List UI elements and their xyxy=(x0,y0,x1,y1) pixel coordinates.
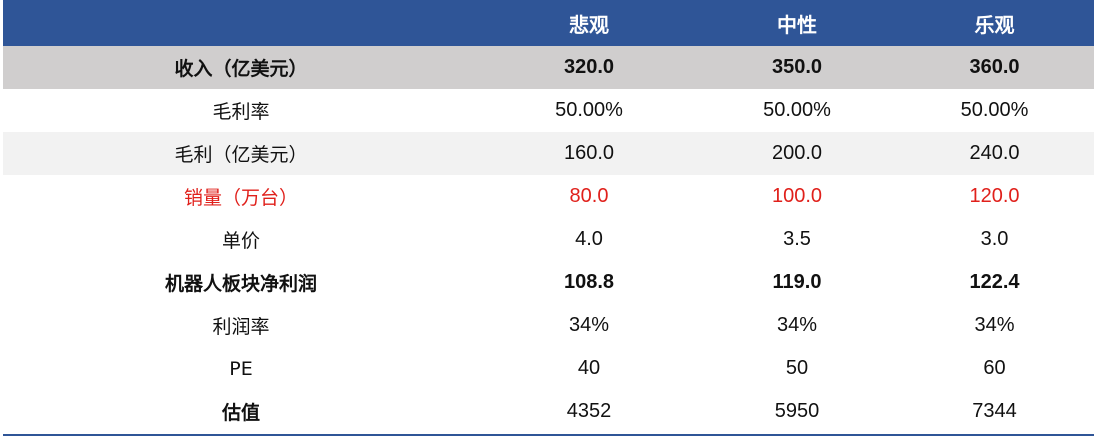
cell-optimistic: 360.0 xyxy=(969,56,1020,78)
cell-pessimistic: 4352 xyxy=(566,400,612,422)
row-label: 机器人板块净利润 xyxy=(164,273,317,295)
cell-optimistic: 240.0 xyxy=(969,142,1020,164)
row-label: 利润率 xyxy=(212,316,270,338)
row-pe: PE 40 50 60 xyxy=(3,347,1094,390)
row-valuation: 估值 4352 5950 7344 xyxy=(3,390,1094,433)
cell-optimistic: 120.0 xyxy=(969,185,1020,207)
header-pessimistic: 悲观 xyxy=(569,12,609,37)
cell-pessimistic: 108.8 xyxy=(563,271,615,293)
cell-neutral: 200.0 xyxy=(771,142,823,164)
cell-optimistic: 3.0 xyxy=(980,228,1009,250)
row-label: 估值 xyxy=(221,402,260,424)
cell-neutral: 50 xyxy=(785,357,809,379)
cell-pessimistic: 50.00% xyxy=(555,99,623,121)
cell-neutral: 350.0 xyxy=(771,56,823,78)
row-gross-margin: 毛利率 50.00% 50.00% 50.00% xyxy=(3,89,1094,132)
cell-pessimistic: 34% xyxy=(568,314,610,336)
cell-neutral: 119.0 xyxy=(772,271,822,293)
header-label-column xyxy=(3,0,479,46)
valuation-table-container: 悲观 中性 乐观 收入（亿美元） 320.0 350.0 360.0 毛利率 5… xyxy=(3,0,1094,439)
cell-optimistic: 50.00% xyxy=(960,99,1029,121)
header-neutral: 中性 xyxy=(777,12,817,37)
cell-pessimistic: 4.0 xyxy=(575,228,603,250)
cell-neutral: 34% xyxy=(776,314,818,336)
cell-optimistic: 7344 xyxy=(972,400,1017,422)
valuation-table: 悲观 中性 乐观 收入（亿美元） 320.0 350.0 360.0 毛利率 5… xyxy=(3,0,1094,433)
cell-neutral: 50.00% xyxy=(763,99,831,121)
row-label: 毛利（亿美元） xyxy=(174,144,308,166)
cell-pessimistic: 160.0 xyxy=(563,142,615,164)
row-profit-margin: 利润率 34% 34% 34% xyxy=(3,304,1094,347)
cell-neutral: 5950 xyxy=(774,400,820,422)
row-label: 单价 xyxy=(221,230,260,252)
cell-optimistic: 60 xyxy=(983,357,1006,379)
row-label: PE xyxy=(229,357,253,380)
header-optimistic: 乐观 xyxy=(974,12,1015,37)
table-header-row: 悲观 中性 乐观 xyxy=(3,0,1094,46)
cell-pessimistic: 80.0 xyxy=(569,185,609,207)
row-unit-price: 单价 4.0 3.5 3.0 xyxy=(3,218,1094,261)
row-revenue: 收入（亿美元） 320.0 350.0 360.0 xyxy=(3,46,1094,89)
table-bottom-rule xyxy=(3,434,1094,436)
cell-optimistic: 34% xyxy=(974,314,1015,336)
cell-neutral: 3.5 xyxy=(783,228,811,250)
row-robot-net-profit: 机器人板块净利润 108.8 119.0 122.4 xyxy=(3,261,1094,304)
row-gross-profit: 毛利（亿美元） 160.0 200.0 240.0 xyxy=(3,132,1094,175)
row-sales-volume: 销量（万台） 80.0 100.0 120.0 xyxy=(3,175,1094,218)
row-label: 收入（亿美元） xyxy=(174,58,308,80)
cell-neutral: 100.0 xyxy=(771,185,823,207)
row-label: 销量（万台） xyxy=(183,187,298,209)
row-label: 毛利率 xyxy=(212,101,270,123)
cell-pessimistic: 40 xyxy=(577,357,601,379)
cell-pessimistic: 320.0 xyxy=(563,56,615,78)
cell-optimistic: 122.4 xyxy=(969,271,1020,293)
